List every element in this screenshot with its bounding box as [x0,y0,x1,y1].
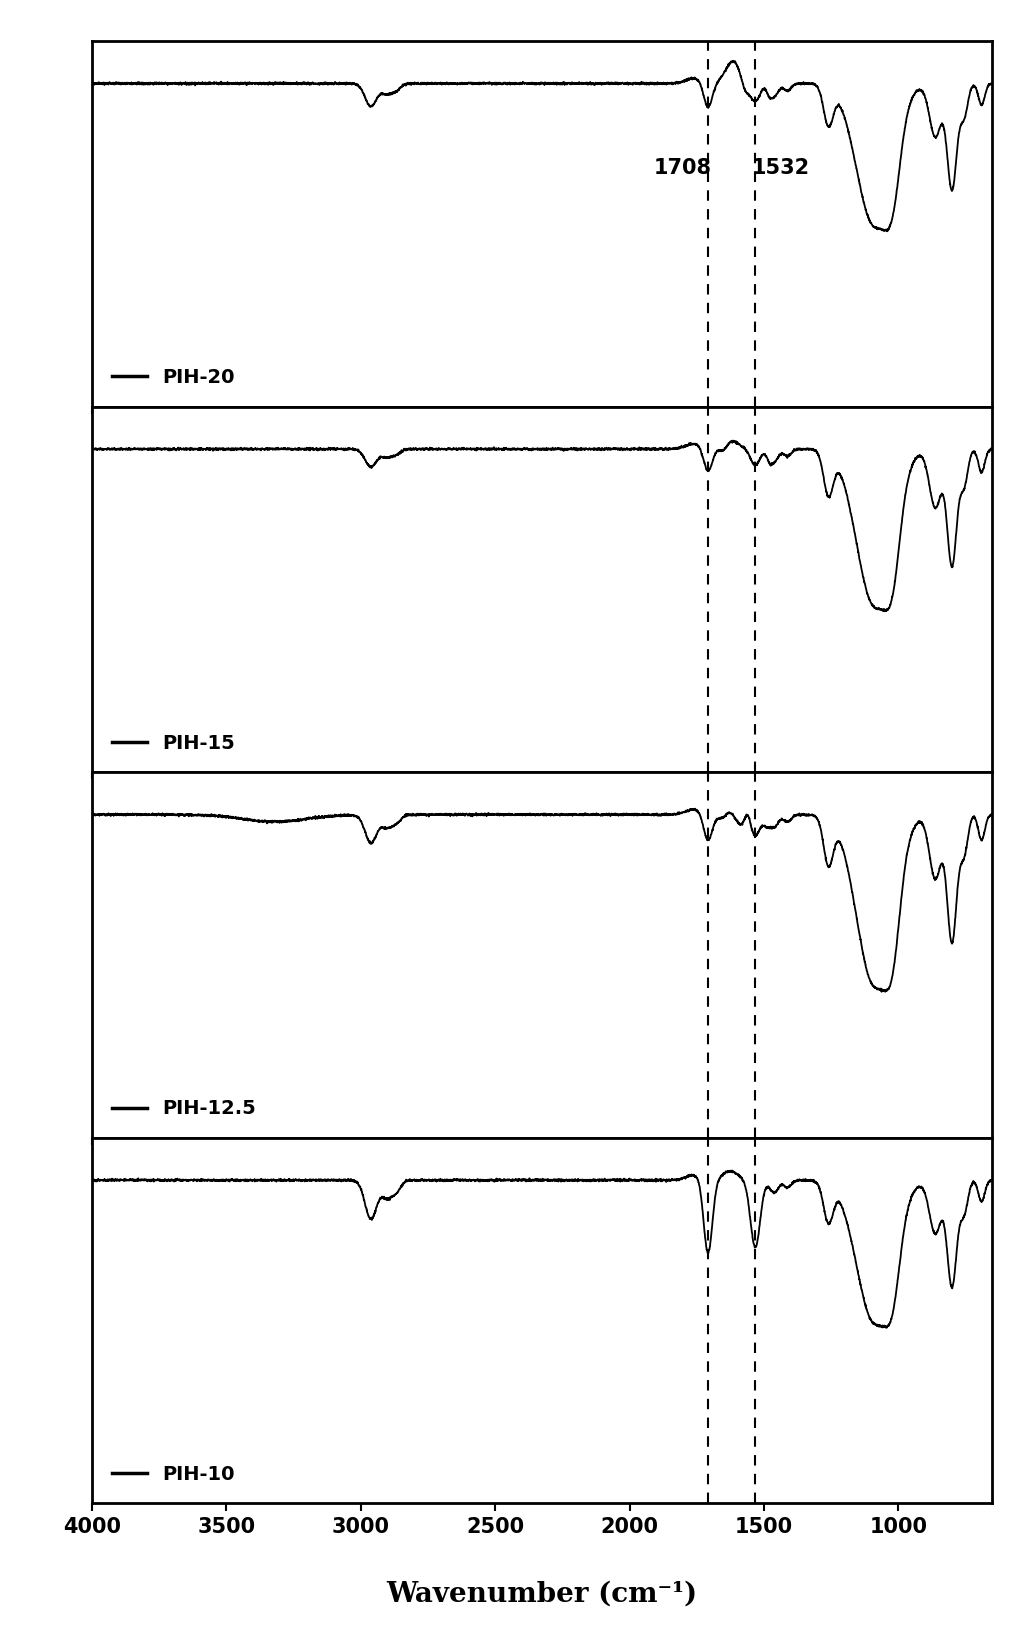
Text: Wavenumber (cm⁻¹): Wavenumber (cm⁻¹) [387,1581,698,1607]
Text: 1532: 1532 [752,158,810,177]
Legend: PIH-12.5: PIH-12.5 [102,1089,266,1129]
Legend: PIH-15: PIH-15 [102,725,244,762]
Legend: PIH-10: PIH-10 [102,1456,244,1493]
Legend: PIH-20: PIH-20 [102,358,244,398]
Text: 1708: 1708 [654,158,712,177]
